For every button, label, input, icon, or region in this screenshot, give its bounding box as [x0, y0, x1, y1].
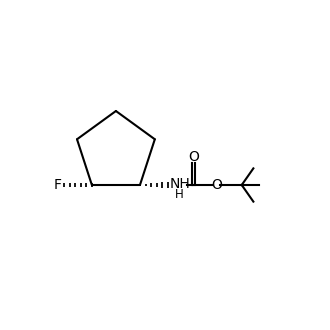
Text: H: H [175, 188, 184, 201]
Text: O: O [211, 178, 222, 192]
Text: NH: NH [169, 177, 190, 191]
Text: O: O [188, 150, 199, 164]
Text: F: F [53, 178, 61, 192]
